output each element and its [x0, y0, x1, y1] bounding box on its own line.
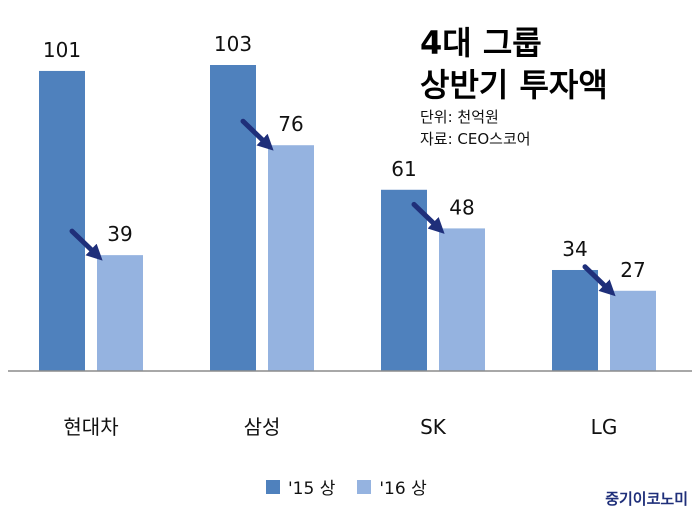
category-label-SK: SK	[420, 415, 447, 439]
legend-item-2015: '15 상	[266, 474, 335, 499]
legend-swatch-2015	[266, 479, 280, 494]
legend-item-2016: '16 상	[357, 474, 427, 499]
category-label-LG: LG	[591, 415, 618, 439]
decrease-arrow-SK	[411, 201, 445, 234]
chart-title-line-2: 상반기 투자액	[420, 66, 608, 104]
legend-label-2016: '16 상	[379, 479, 427, 499]
bar-SK-series-2	[439, 228, 485, 371]
data-label-LG-series-2: 27	[620, 258, 645, 282]
bar-LG-series-2	[610, 290, 656, 371]
bar-현대차-series-2	[97, 255, 143, 371]
bar-삼성-series-1	[210, 65, 256, 371]
brand-logo-text: 중기이코노미	[605, 490, 688, 508]
bar-LG-series-1	[552, 269, 598, 371]
data-label-삼성-series-2: 76	[278, 112, 303, 136]
unit-note: 단위: 천억원	[420, 108, 499, 126]
decrease-arrow-삼성	[240, 118, 274, 151]
legend-swatch-2016	[357, 479, 372, 494]
bar-현대차-series-1	[39, 70, 85, 372]
legend-label-2015: '15 상	[288, 479, 336, 499]
decrease-arrow-LG	[582, 264, 616, 297]
data-label-SK-series-1: 61	[391, 157, 416, 181]
data-label-삼성-series-1: 103	[214, 32, 252, 56]
data-label-LG-series-1: 34	[562, 237, 587, 261]
category-label-현대차: 현대차	[63, 415, 118, 439]
decrease-arrow-현대차	[69, 228, 103, 261]
data-label-현대차-series-1: 101	[43, 38, 81, 62]
category-label-삼성: 삼성	[244, 415, 281, 439]
data-label-SK-series-2: 48	[449, 195, 474, 219]
bar-삼성-series-2	[268, 145, 314, 371]
chart-title-block: 4대 그룹 상반기 투자액 단위: 천억원 자료: CEO스코어	[420, 22, 608, 150]
chart-title-line-1: 4대 그룹	[420, 24, 542, 62]
legend: '15 상 '16 상	[266, 474, 427, 499]
bar-SK-series-1	[381, 189, 427, 371]
data-label-현대차-series-2: 39	[107, 222, 132, 246]
source-note: 자료: CEO스코어	[420, 130, 531, 148]
